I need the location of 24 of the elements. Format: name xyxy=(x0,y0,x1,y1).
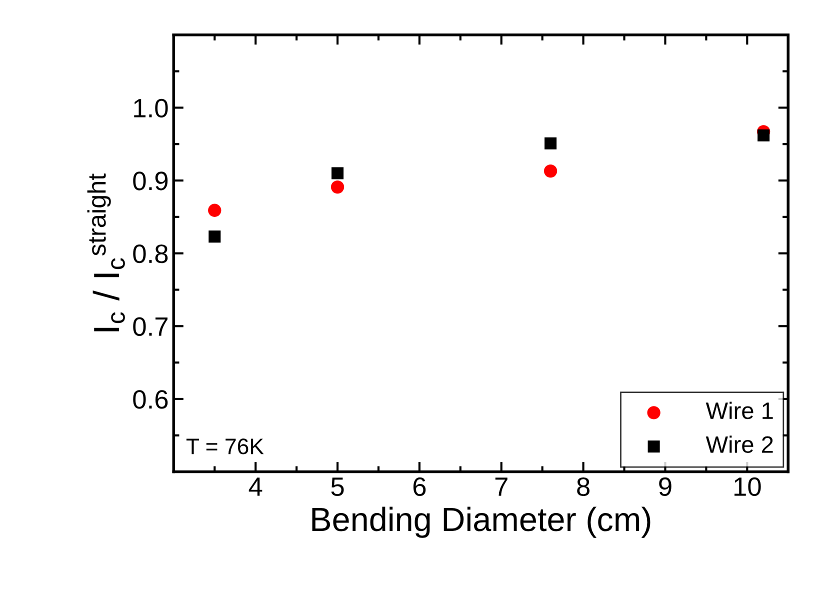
y-tick-label: 0.8 xyxy=(133,244,168,264)
y-axis-title: I$_{c}$ / I$_{c}$$^{straight}$ xyxy=(87,174,125,332)
y-tick-label: 1.0 xyxy=(134,98,168,118)
legend-label: Wire 1 xyxy=(706,402,773,420)
legend-label: Wire 2 xyxy=(706,436,773,453)
point xyxy=(544,164,558,178)
x-tick-label: 6 xyxy=(413,477,426,496)
point xyxy=(208,230,221,243)
point xyxy=(758,129,770,142)
x-tick-label: 8 xyxy=(577,477,590,496)
x-tick-label: 7 xyxy=(495,478,508,496)
y-tick-label: 0.6 xyxy=(133,390,168,409)
point xyxy=(330,180,344,194)
y-tick-label: 0.9 xyxy=(133,172,168,190)
x-tick-label: 4 xyxy=(248,478,262,496)
annotation: T = 76K xyxy=(186,438,264,454)
x-tick-label: 9 xyxy=(659,477,672,496)
y-tick-label: 0.7 xyxy=(133,317,168,336)
point xyxy=(544,137,557,150)
x-tick-label: 10 xyxy=(734,477,761,496)
point xyxy=(332,167,344,180)
x-axis-title: Bending Diameter (cm) xyxy=(312,506,650,538)
x-tick-label: 5 xyxy=(331,478,344,496)
point xyxy=(208,204,222,217)
